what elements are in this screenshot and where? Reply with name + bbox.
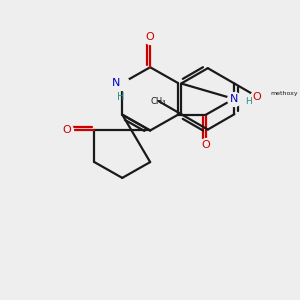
Text: O: O: [202, 140, 210, 150]
Text: H: H: [117, 92, 124, 102]
Text: methoxy: methoxy: [270, 91, 298, 96]
Text: N: N: [112, 78, 120, 88]
Text: O: O: [253, 92, 261, 101]
Text: CH₃: CH₃: [151, 97, 167, 106]
Text: N: N: [230, 94, 238, 104]
Text: O: O: [62, 125, 71, 136]
Text: O: O: [146, 32, 154, 42]
Text: H: H: [245, 97, 252, 106]
